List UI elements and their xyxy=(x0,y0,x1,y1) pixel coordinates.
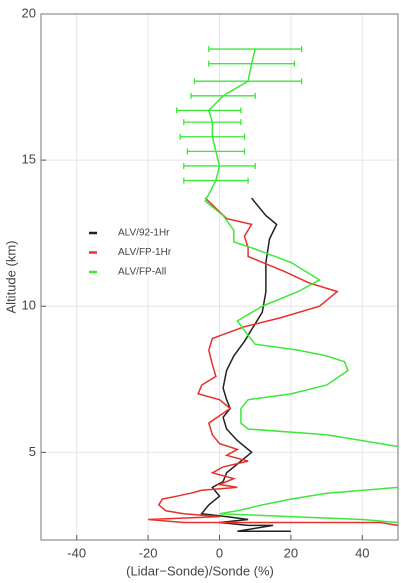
series-line xyxy=(148,197,399,527)
x-tick-label: 40 xyxy=(355,545,369,560)
series-line xyxy=(204,48,399,524)
x-tick-label: -20 xyxy=(139,545,158,560)
x-axis-label: (Lidar−Sonde)/Sonde (%) xyxy=(126,563,274,578)
legend-label: ALV/FP-All xyxy=(118,267,166,278)
legend-label: ALV/92-1Hr xyxy=(118,228,170,239)
x-tick-label: -40 xyxy=(67,545,86,560)
x-tick-label: 0 xyxy=(216,545,223,560)
y-tick-label: 5 xyxy=(29,444,36,459)
plot-frame xyxy=(40,13,399,541)
legend-label: ALV/FP-1Hr xyxy=(118,247,172,258)
y-tick-label: 15 xyxy=(22,152,36,167)
y-tick-label: 20 xyxy=(22,5,36,20)
y-tick-label: 10 xyxy=(22,298,36,313)
error-bar xyxy=(208,46,303,53)
series-line xyxy=(200,197,291,532)
y-axis-label: Altitude (km) xyxy=(3,241,18,314)
x-tick-label: 20 xyxy=(284,545,298,560)
